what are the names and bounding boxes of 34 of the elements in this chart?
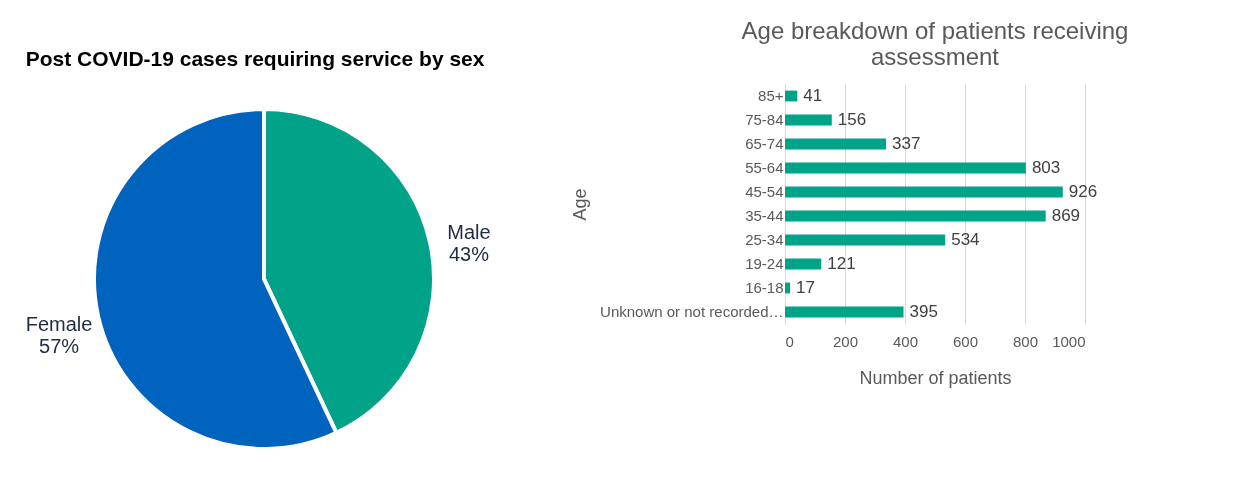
y-tick-label: 25-34	[745, 231, 784, 248]
chart-title: Post COVID-19 cases requiring service by sex	[25, 47, 485, 70]
data-label: 121	[827, 254, 856, 273]
y-tick-label: 55-64	[745, 159, 784, 176]
x-tick-label: 400	[892, 332, 919, 350]
data-label: 869	[1051, 206, 1081, 225]
y-tick-label: 16-18	[745, 279, 784, 296]
y-tick-label: Unknown or not recorded…	[600, 303, 784, 320]
x-tick-label: 800	[1012, 332, 1039, 350]
x-tick-label: 0	[785, 332, 794, 350]
data-label: 156	[837, 110, 867, 129]
data-label: 43%	[448, 243, 490, 266]
data-label: 803	[1031, 158, 1061, 177]
y-tick-label: 19-24	[745, 255, 784, 272]
slice-label: Female	[25, 312, 93, 335]
slice-label: Male	[447, 221, 491, 244]
data-label: 534	[951, 230, 980, 249]
data-label: 17	[796, 278, 816, 297]
y-tick-label: 75-84	[745, 111, 784, 128]
y-tick-label: 35-44	[745, 207, 784, 224]
y-tick-label: 85+	[758, 87, 784, 104]
data-label: 41	[803, 86, 823, 105]
data-label: 395	[909, 302, 938, 321]
data-label: 337	[892, 134, 921, 153]
chart-title: Age breakdown of patients receiving assessment	[741, 17, 1129, 70]
x-tick-label: 1000	[1052, 332, 1086, 350]
y-tick-label: 65-74	[745, 135, 784, 152]
y-axis-title: Age	[570, 188, 591, 221]
y-tick-label: 45-54	[745, 183, 784, 200]
x-tick-label: 600	[952, 332, 979, 350]
data-label: 926	[1068, 182, 1098, 201]
data-label: 57%	[39, 334, 80, 357]
x-axis-title: Number of patients	[859, 367, 1012, 388]
x-tick-label: 200	[832, 332, 859, 350]
